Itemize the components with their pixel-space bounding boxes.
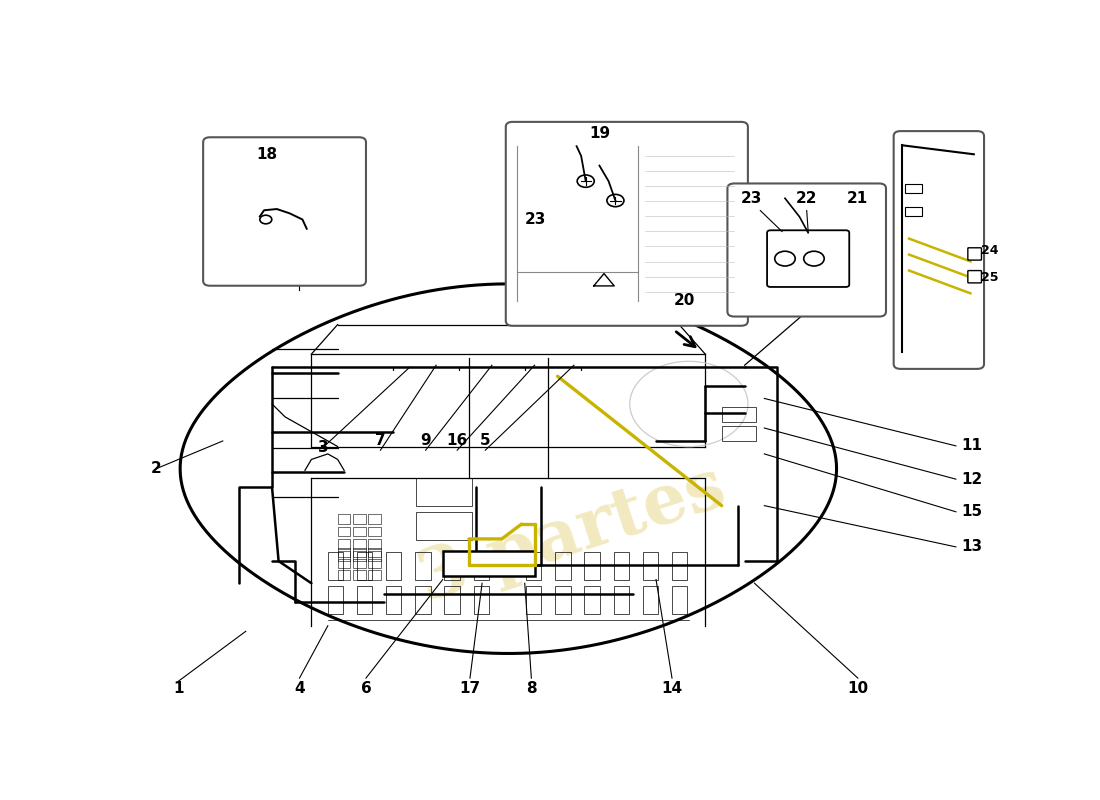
Bar [526, 553, 541, 580]
Bar [368, 559, 381, 569]
FancyBboxPatch shape [968, 248, 981, 260]
Bar [904, 206, 922, 216]
Bar [353, 559, 366, 569]
Bar [353, 548, 366, 558]
Text: 23: 23 [525, 212, 546, 227]
Text: 11: 11 [961, 438, 982, 454]
Bar [338, 526, 351, 537]
Bar [444, 586, 460, 614]
FancyBboxPatch shape [204, 138, 366, 286]
Text: 3 partes: 3 partes [410, 453, 734, 615]
Text: 24: 24 [981, 243, 999, 257]
Text: 17: 17 [460, 681, 481, 696]
Bar [556, 586, 571, 614]
Text: 25: 25 [981, 271, 999, 284]
Text: 21: 21 [847, 191, 868, 206]
Bar [444, 553, 460, 580]
Bar [672, 586, 688, 614]
Bar [353, 570, 366, 579]
Bar [368, 539, 381, 549]
Bar [353, 539, 366, 549]
Bar [328, 586, 343, 614]
Text: 5: 5 [480, 434, 491, 449]
Bar [614, 586, 629, 614]
Text: 23: 23 [741, 191, 762, 206]
Bar [368, 514, 381, 524]
Bar [368, 551, 381, 561]
Text: 12: 12 [961, 472, 982, 486]
Bar [642, 586, 658, 614]
Text: 18: 18 [256, 147, 277, 162]
Bar [338, 570, 351, 579]
Bar [416, 586, 430, 614]
Text: 10: 10 [847, 681, 868, 696]
Bar [338, 548, 351, 558]
Text: 2: 2 [151, 461, 162, 476]
Bar [672, 553, 688, 580]
FancyBboxPatch shape [893, 131, 984, 369]
Bar [338, 514, 351, 524]
Text: 22: 22 [796, 191, 817, 206]
Bar [338, 551, 351, 561]
Bar [474, 553, 488, 580]
Bar [358, 586, 372, 614]
Text: 1: 1 [173, 681, 184, 696]
Bar [584, 553, 600, 580]
Text: 8: 8 [526, 681, 537, 696]
FancyBboxPatch shape [506, 122, 748, 326]
FancyBboxPatch shape [727, 183, 886, 317]
Text: 3: 3 [318, 440, 329, 454]
FancyBboxPatch shape [968, 270, 981, 283]
Text: 16: 16 [447, 434, 468, 449]
Bar [368, 570, 381, 579]
Text: 13: 13 [961, 539, 982, 554]
Bar [416, 553, 430, 580]
Bar [584, 586, 600, 614]
Bar [358, 553, 372, 580]
Text: 7: 7 [375, 434, 386, 449]
Bar [386, 586, 402, 614]
Bar [386, 553, 402, 580]
Text: 20: 20 [673, 294, 694, 308]
Bar [368, 548, 381, 558]
Bar [338, 539, 351, 549]
FancyBboxPatch shape [442, 551, 535, 576]
Bar [556, 553, 571, 580]
Bar [526, 586, 541, 614]
Text: 14: 14 [661, 681, 683, 696]
Bar [368, 526, 381, 537]
Bar [614, 553, 629, 580]
Text: 19: 19 [588, 126, 610, 142]
Text: 6: 6 [361, 681, 372, 696]
Bar [353, 526, 366, 537]
Bar [642, 553, 658, 580]
Bar [353, 551, 366, 561]
Text: 9: 9 [420, 434, 431, 449]
Bar [353, 514, 366, 524]
Bar [338, 559, 351, 569]
Bar [474, 586, 488, 614]
Text: 4: 4 [294, 681, 305, 696]
Text: 15: 15 [961, 504, 982, 519]
Bar [904, 184, 922, 193]
Bar [328, 553, 343, 580]
